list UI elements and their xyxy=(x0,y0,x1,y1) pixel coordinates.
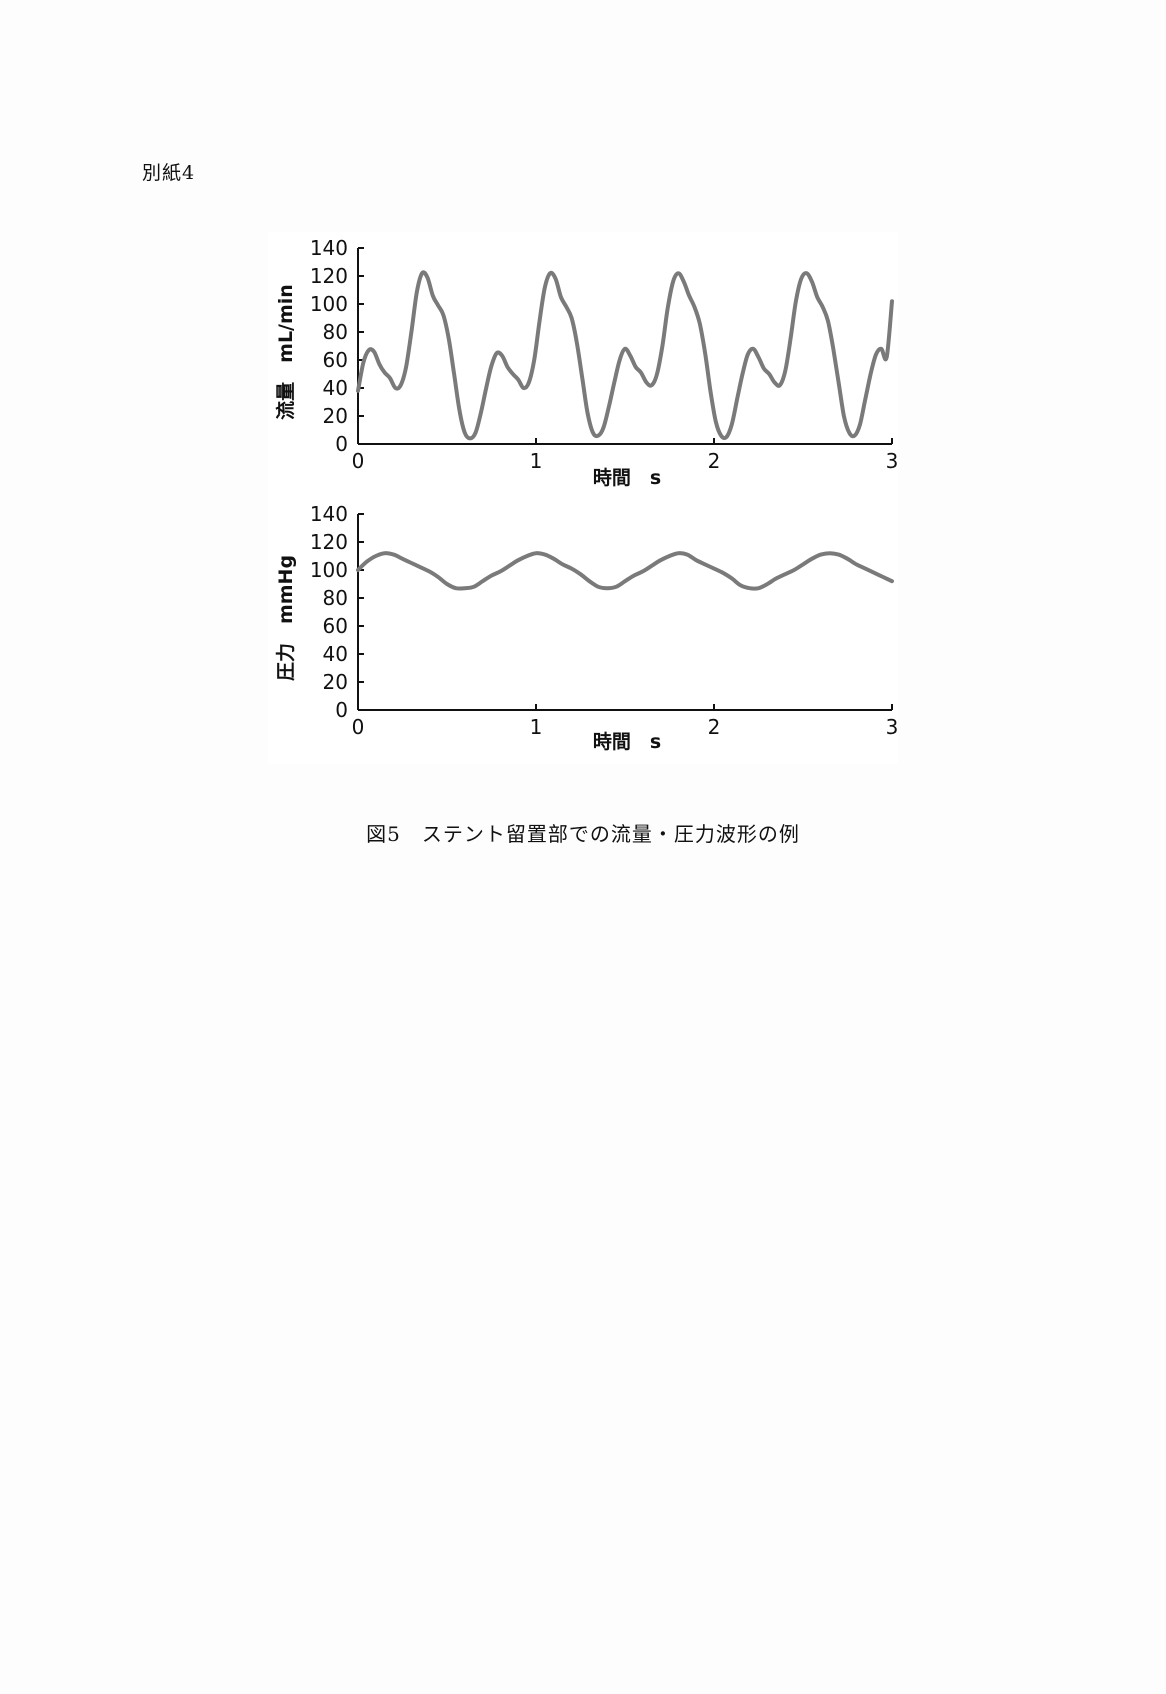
y-tick-label: 120 xyxy=(310,264,348,288)
y-tick-label: 20 xyxy=(323,404,348,428)
x-tick-label: 1 xyxy=(530,449,543,473)
x-tick-label: 0 xyxy=(352,715,365,739)
y-tick-label: 100 xyxy=(310,292,348,316)
x-axis-title: 時間 s xyxy=(593,467,661,489)
y-tick-label: 100 xyxy=(310,558,348,582)
figure: 0 20 40 60 80 100 120 140 0 1 2 3 時間 s 流量 mL/min 0 20 4… xyxy=(268,232,898,764)
y-tick-label: 60 xyxy=(323,614,348,638)
y-tick-label: 140 xyxy=(310,502,348,526)
y-tick-label: 80 xyxy=(323,586,348,610)
x-tick-label: 2 xyxy=(708,715,721,739)
x-tick-label: 0 xyxy=(352,449,365,473)
page-label: 別紙4 xyxy=(142,162,196,184)
y-tick-label: 140 xyxy=(310,236,348,260)
y-tick-label: 60 xyxy=(323,348,348,372)
x-tick-label: 1 xyxy=(530,715,543,739)
y-tick-label: 40 xyxy=(323,642,348,666)
series-line-0 xyxy=(356,270,894,441)
x-tick-label: 3 xyxy=(886,449,898,473)
series-line-0 xyxy=(356,551,894,591)
x-tick-label: 3 xyxy=(886,715,898,739)
y-tick-label: 20 xyxy=(323,670,348,694)
y-axis-title: 圧力 mmHg xyxy=(274,555,297,681)
y-tick-label: 0 xyxy=(335,432,348,456)
x-axis-title: 時間 s xyxy=(593,731,661,753)
y-tick-label: 0 xyxy=(335,698,348,722)
y-tick-label: 120 xyxy=(310,530,348,554)
y-tick-label: 40 xyxy=(323,376,348,400)
x-tick-label: 2 xyxy=(708,449,721,473)
y-tick-label: 80 xyxy=(323,320,348,344)
y-axis-title: 流量 mL/min xyxy=(274,284,297,420)
figure-caption: 図5 ステント留置部での流量・圧力波形の例 xyxy=(366,822,800,846)
